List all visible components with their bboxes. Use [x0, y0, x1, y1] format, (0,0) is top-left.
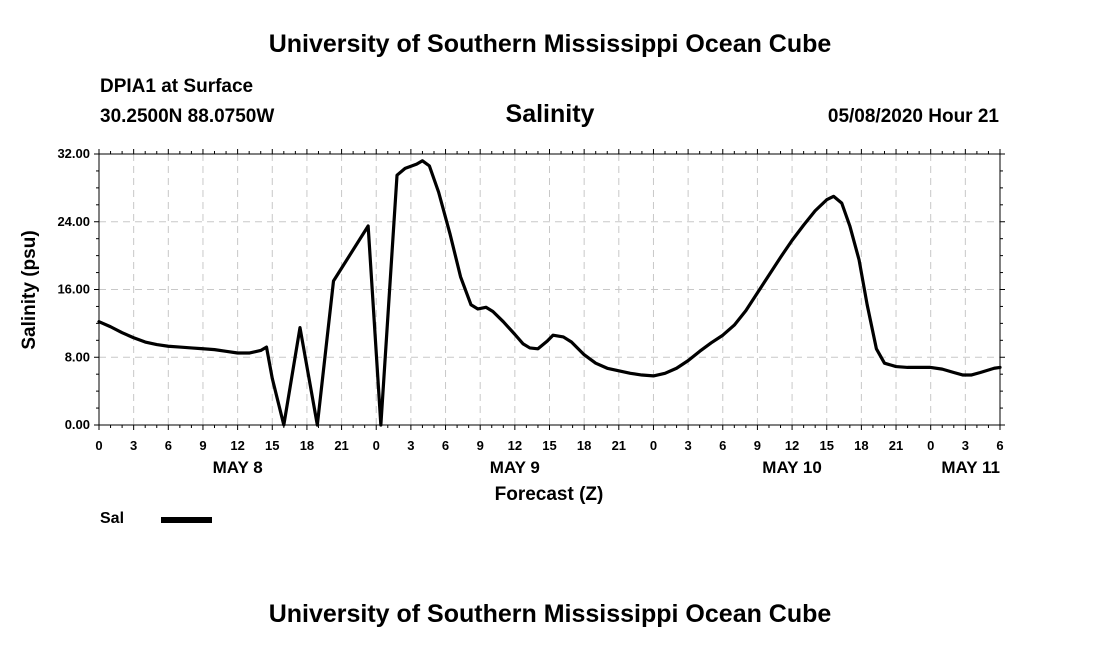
date-label: MAY 9	[490, 458, 540, 477]
date-label: MAY 11	[941, 458, 1000, 477]
x-tick-label: 0	[95, 438, 102, 453]
chart-title: Salinity	[505, 100, 595, 128]
x-tick-label: 6	[442, 438, 449, 453]
y-tick-label: 24.00	[57, 214, 90, 229]
x-tick-label: 21	[612, 438, 626, 453]
x-tick-label: 21	[889, 438, 903, 453]
y-tick-label: 16.00	[57, 282, 90, 297]
x-tick-label: 0	[650, 438, 657, 453]
date-label: MAY 8	[213, 458, 263, 477]
x-tick-label: 6	[165, 438, 172, 453]
y-tick-label: 32.00	[57, 146, 90, 161]
footer-title: University of Southern Mississippi Ocean…	[268, 600, 832, 628]
x-tick-label: 9	[754, 438, 761, 453]
x-tick-label: 3	[130, 438, 137, 453]
x-tick-label: 3	[962, 438, 969, 453]
x-tick-label: 15	[542, 438, 556, 453]
label-layer: 0.00 8.00 16.00 24.00 32.00 0 3 6 9 12 15 18 21 0 3 6 9 1…	[57, 146, 1003, 477]
x-tick-label: 18	[300, 438, 314, 453]
y-axis-label: Salinity (psu)	[19, 230, 40, 349]
x-axis-label: Forecast (Z)	[495, 484, 604, 505]
x-tick-label: 0	[927, 438, 934, 453]
x-tick-label: 15	[265, 438, 279, 453]
x-tick-label: 18	[577, 438, 591, 453]
x-tick-label: 6	[996, 438, 1003, 453]
legend-label: Sal	[100, 510, 125, 527]
x-tick-label: 15	[819, 438, 833, 453]
x-tick-label: 3	[407, 438, 414, 453]
y-tick-label: 0.00	[65, 417, 90, 432]
salinity-series-line	[97, 159, 1002, 427]
x-tick-label: 9	[199, 438, 206, 453]
y-tick-label: 8.00	[65, 349, 90, 364]
x-tick-label: 9	[477, 438, 484, 453]
tick-layer	[94, 149, 1005, 430]
issued-timestamp: 05/08/2020 Hour 21	[827, 106, 999, 127]
x-tick-label: 6	[719, 438, 726, 453]
station-name: DPIA1 at Surface	[100, 76, 254, 97]
x-tick-label: 12	[230, 438, 244, 453]
x-tick-label: 12	[508, 438, 522, 453]
station-coords: 30.2500N 88.0750W	[100, 106, 275, 127]
legend-line-swatch	[161, 517, 212, 523]
main-title: University of Southern Mississippi Ocean…	[268, 30, 832, 58]
x-tick-label: 3	[684, 438, 691, 453]
x-tick-label: 0	[373, 438, 380, 453]
x-tick-label: 12	[785, 438, 799, 453]
x-tick-label: 18	[854, 438, 868, 453]
x-tick-label: 21	[334, 438, 348, 453]
date-label: MAY 10	[762, 458, 822, 477]
